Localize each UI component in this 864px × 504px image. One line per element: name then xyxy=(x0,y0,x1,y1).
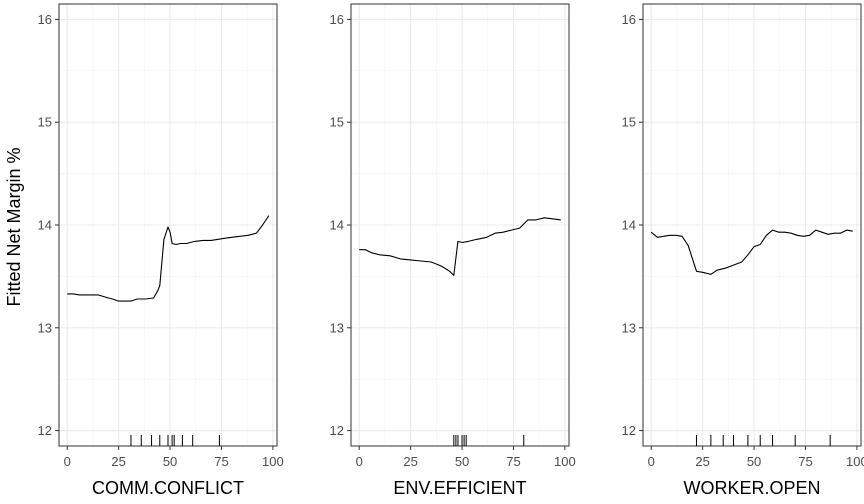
y-tick-label: 12 xyxy=(330,423,344,438)
panel-1: 12 13 14 15 16 0 25 50 75 100 COMM.CONFLICT xyxy=(38,3,284,498)
x-tick-label: 0 xyxy=(356,454,363,469)
y-tick-label: 15 xyxy=(38,115,52,130)
y-tick-label: 16 xyxy=(38,12,52,27)
y-tick-label: 13 xyxy=(622,320,636,335)
x-axis-title: COMM.CONFLICT xyxy=(92,478,244,498)
y-tick-label: 13 xyxy=(330,320,344,335)
series-line xyxy=(67,215,270,302)
x-tick-label: 0 xyxy=(64,454,71,469)
x-tick-label: 75 xyxy=(798,454,812,469)
y-tick-label: 14 xyxy=(38,218,52,233)
x-tick-label: 25 xyxy=(403,454,417,469)
panel-2: 12 13 14 15 16 0 25 50 75 100 ENV.EFFICIENT xyxy=(330,3,576,498)
x-tick-label: 75 xyxy=(214,454,228,469)
x-tick-label: 100 xyxy=(262,454,284,469)
y-tick-label: 15 xyxy=(330,115,344,130)
x-tick-label: 50 xyxy=(455,454,469,469)
x-tick-label: 100 xyxy=(554,454,576,469)
y-tick-label: 16 xyxy=(330,12,344,27)
y-tick-label: 15 xyxy=(622,115,636,130)
x-tick-label: 100 xyxy=(846,454,864,469)
x-tick-label: 75 xyxy=(506,454,520,469)
x-tick-label: 50 xyxy=(747,454,761,469)
x-tick-label: 25 xyxy=(111,454,125,469)
x-axis-title: ENV.EFFICIENT xyxy=(393,478,526,498)
x-tick-label: 0 xyxy=(648,454,655,469)
y-tick-label: 16 xyxy=(622,12,636,27)
y-tick-label: 14 xyxy=(622,218,636,233)
y-axis-title: Fitted Net Margin % xyxy=(4,147,24,306)
panel-3: 12 13 14 15 16 0 25 50 75 100 WORKER.OPEN xyxy=(622,3,864,498)
y-tick-label: 12 xyxy=(38,423,52,438)
x-tick-label: 25 xyxy=(695,454,709,469)
y-tick-label: 12 xyxy=(622,423,636,438)
series-line xyxy=(650,229,853,275)
series-line xyxy=(359,217,561,276)
y-tick-label: 13 xyxy=(38,320,52,335)
x-axis-title: WORKER.OPEN xyxy=(683,478,820,498)
y-tick-label: 14 xyxy=(330,218,344,233)
x-tick-label: 50 xyxy=(163,454,177,469)
